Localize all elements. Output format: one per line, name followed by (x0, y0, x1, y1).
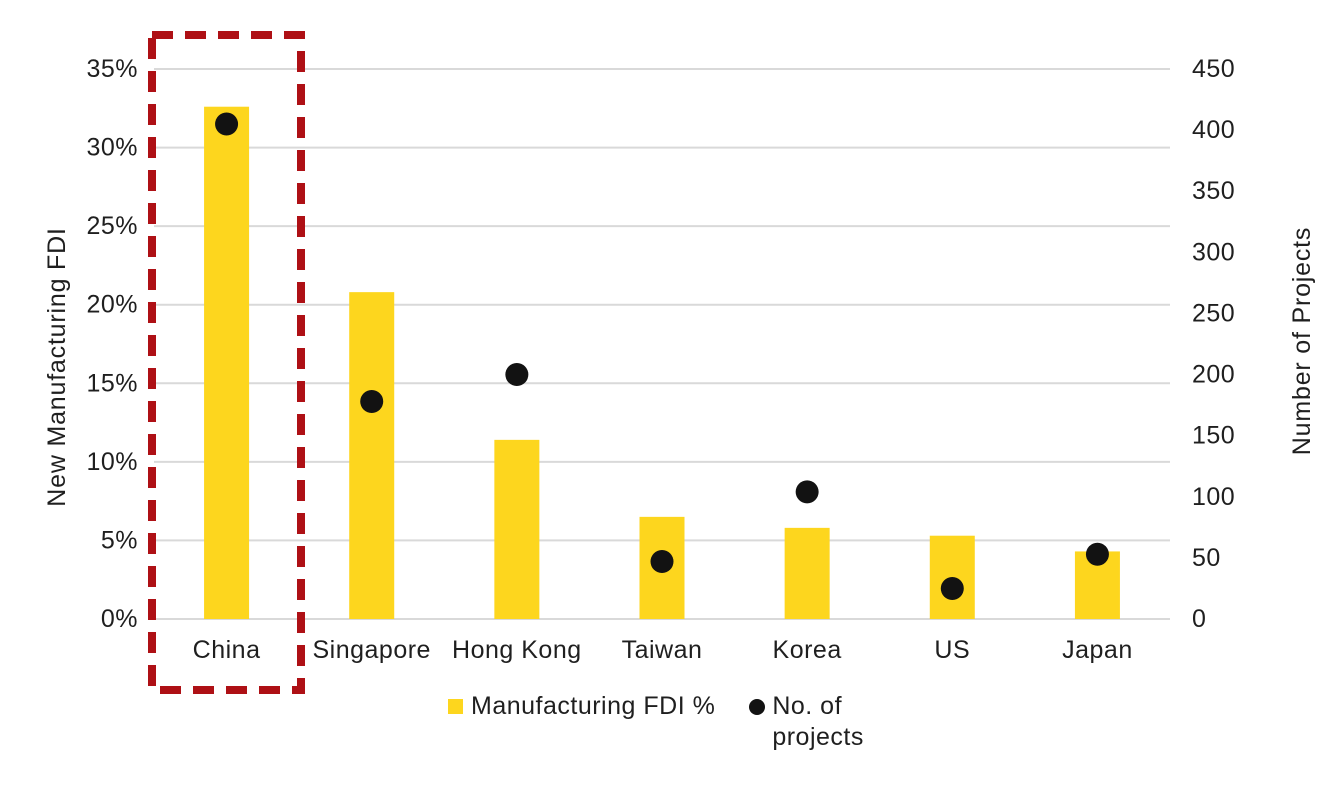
dot-china (215, 112, 239, 136)
dot-singapore (360, 389, 384, 413)
left-axis-tick-label: 30% (86, 134, 138, 162)
bar-china (204, 106, 250, 619)
dot-us (940, 576, 964, 600)
bar-series-swatch-icon (448, 699, 463, 714)
dot-korea (795, 480, 819, 504)
right-axis-tick-label: 250 (1192, 299, 1235, 327)
category-label: Singapore (312, 636, 430, 664)
bar-singapore (349, 292, 395, 619)
bar-korea (784, 527, 830, 619)
left-axis-tick-label: 10% (86, 448, 138, 476)
legend-item-no-of-projects: No. of projects (749, 691, 888, 753)
right-axis-tick-label: 150 (1192, 422, 1235, 450)
dot-series-marker-icon (749, 699, 766, 715)
right-axis-tick-label: 350 (1192, 177, 1235, 205)
dot-series-legend-label: No. of projects (772, 692, 864, 751)
right-axis-tick-label: 50 (1192, 544, 1221, 572)
left-axis-tick-label: 35% (86, 55, 138, 83)
bar-series-legend-label: Manufacturing FDI % (471, 692, 716, 720)
category-label: US (934, 636, 970, 664)
right-axis-tick-label: 200 (1192, 361, 1235, 389)
right-axis-tick-label: 0 (1192, 605, 1206, 633)
category-label: Taiwan (622, 636, 703, 664)
right-axis-tick-label: 400 (1192, 116, 1235, 144)
left-axis-tick-label: 5% (101, 526, 138, 554)
left-axis-tick-label: 0% (101, 605, 138, 633)
right-axis-tick-label: 450 (1192, 55, 1235, 83)
right-axis-title: Number of Projects (1288, 226, 1316, 456)
category-label: Korea (773, 636, 842, 664)
dot-japan (1085, 542, 1109, 566)
left-axis-tick-label: 15% (86, 369, 138, 397)
highlight-dashed-box (148, 31, 305, 694)
dot-taiwan (650, 550, 674, 574)
left-axis-tick-label: 25% (86, 212, 138, 240)
left-axis-title: New Manufacturing FDI (43, 227, 71, 507)
dot-hong-kong (505, 363, 529, 387)
category-label: China (193, 636, 261, 664)
right-axis-tick-label: 100 (1192, 483, 1235, 511)
legend: Manufacturing FDI % No. of projects (448, 691, 888, 753)
right-axis-tick-label: 300 (1192, 238, 1235, 266)
category-label: Japan (1062, 636, 1133, 664)
category-label: Hong Kong (452, 636, 582, 664)
left-axis-tick-label: 20% (86, 291, 138, 319)
legend-item-manufacturing-fdi: Manufacturing FDI % (448, 691, 715, 722)
bar-hong-kong (494, 439, 540, 619)
